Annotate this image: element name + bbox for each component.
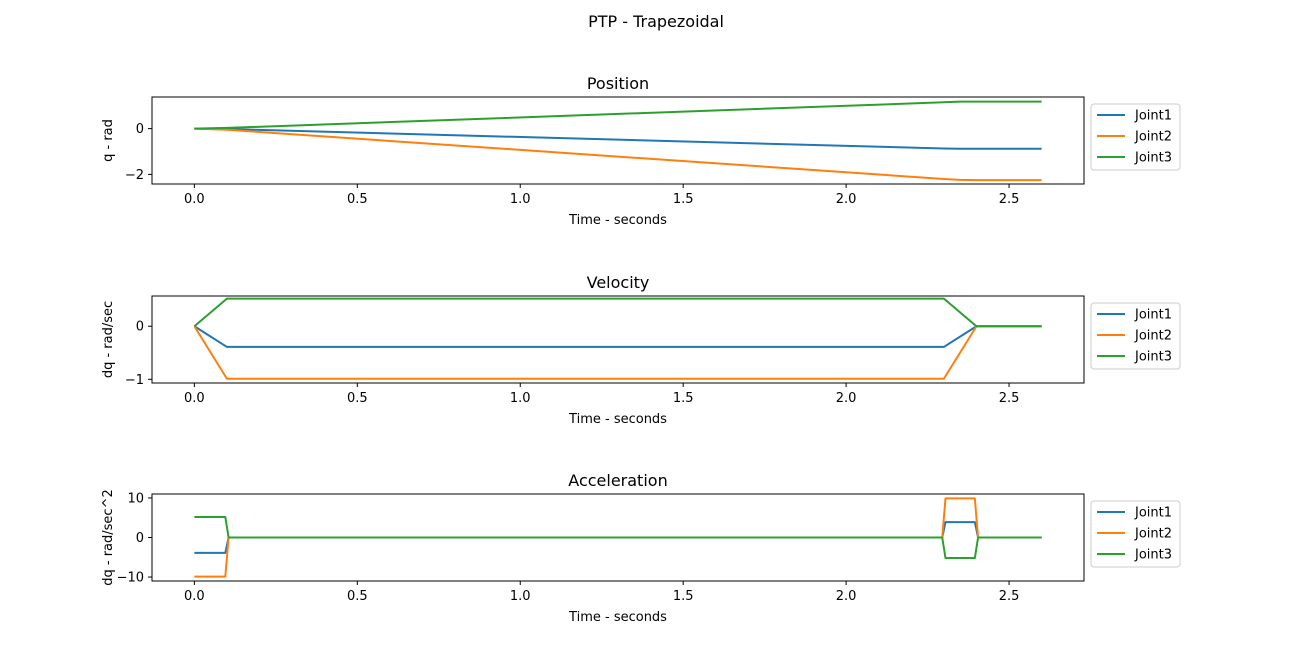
legend-label-joint1: Joint1 <box>1134 109 1172 124</box>
axes-frame <box>151 96 1085 185</box>
subplot-title: Acceleration <box>568 471 667 490</box>
x-tick-label: 2.0 <box>836 192 857 207</box>
legend: Joint1 Joint2 Joint3 <box>1090 103 1181 171</box>
legend-label-joint1: Joint1 <box>1134 308 1172 323</box>
subplot-title: Position <box>587 74 649 93</box>
legend-box <box>1090 103 1181 171</box>
x-tick-label: 2.5 <box>999 391 1020 406</box>
series-line-joint2 <box>194 497 1042 578</box>
legend-label-joint3: Joint3 <box>1134 350 1172 365</box>
legend-box <box>1090 500 1181 568</box>
series-line-joint1 <box>194 127 1042 150</box>
legend-label-joint2: Joint2 <box>1134 329 1172 344</box>
subplot-position: Position 0.0 0.5 1.0 1.5 2.0 2.5 0 −2 Time - seco… <box>101 74 1181 228</box>
figure-title: PTP - Trapezoidal <box>588 12 724 31</box>
legend-label-joint3: Joint3 <box>1134 548 1172 563</box>
x-tick-label: 0.5 <box>347 391 368 406</box>
subplot-velocity: Velocity 0.0 0.5 1.0 1.5 2.0 2.5 0 −1 Time - seco… <box>101 273 1181 427</box>
subplot-title: Velocity <box>587 273 650 292</box>
series-line-joint3 <box>193 297 1042 328</box>
legend-label-joint3: Joint3 <box>1134 151 1172 166</box>
x-tick-label: 0.0 <box>184 192 205 207</box>
series-lines <box>193 297 1042 380</box>
y-tick-label: 0 <box>136 122 144 137</box>
series-line-joint2 <box>193 325 1042 380</box>
x-axis-label: Time - seconds <box>568 213 667 228</box>
x-tick-label: 2.5 <box>999 589 1020 604</box>
series-lines <box>194 100 1042 182</box>
x-tick-label: 2.5 <box>999 192 1020 207</box>
x-tick-label: 1.0 <box>510 589 531 604</box>
x-tick-label: 1.5 <box>673 192 694 207</box>
legend: Joint1 Joint2 Joint3 <box>1090 302 1181 370</box>
x-tick-label: 1.5 <box>673 391 694 406</box>
x-tick-label: 0.0 <box>184 589 205 604</box>
y-axis-label: q - rad <box>101 119 116 162</box>
series-line-joint3 <box>194 100 1042 130</box>
series-line-joint2 <box>194 127 1042 182</box>
x-tick-label: 0.0 <box>184 391 205 406</box>
legend-label-joint2: Joint2 <box>1134 527 1172 542</box>
series-lines <box>194 497 1042 578</box>
y-axis-label: dq - rad/sec^2 <box>101 489 116 585</box>
x-tick-label: 1.0 <box>510 192 531 207</box>
y-tick-label: 0 <box>136 320 144 335</box>
x-axis-label: Time - seconds <box>568 412 667 427</box>
y-tick-label: 10 <box>127 491 144 506</box>
x-tick-label: 2.0 <box>836 391 857 406</box>
legend: Joint1 Joint2 Joint3 <box>1090 500 1181 568</box>
subplots: Position 0.0 0.5 1.0 1.5 2.0 2.5 0 −2 Time - seco… <box>101 74 1181 625</box>
legend-label-joint1: Joint1 <box>1134 506 1172 521</box>
y-tick-label: −10 <box>117 571 144 586</box>
x-tick-label: 0.5 <box>347 192 368 207</box>
y-tick-label: 0 <box>136 531 144 546</box>
legend-box <box>1090 302 1181 370</box>
series-line-joint3 <box>194 515 1042 560</box>
y-axis-label: dq - rad/sec <box>101 301 116 378</box>
x-tick-label: 2.0 <box>836 589 857 604</box>
y-tick-label: −1 <box>125 373 144 388</box>
series-line-joint1 <box>193 325 1042 348</box>
legend-label-joint2: Joint2 <box>1134 130 1172 145</box>
x-tick-label: 1.5 <box>673 589 694 604</box>
axes-frame <box>151 295 1085 384</box>
x-axis-label: Time - seconds <box>568 610 667 625</box>
x-tick-label: 0.5 <box>347 589 368 604</box>
x-tick-label: 1.0 <box>510 391 531 406</box>
subplot-acceleration: Acceleration 0.0 0.5 1.0 1.5 2.0 2.5 10 0 −10 Time… <box>101 471 1181 625</box>
y-tick-label: −2 <box>125 168 144 183</box>
